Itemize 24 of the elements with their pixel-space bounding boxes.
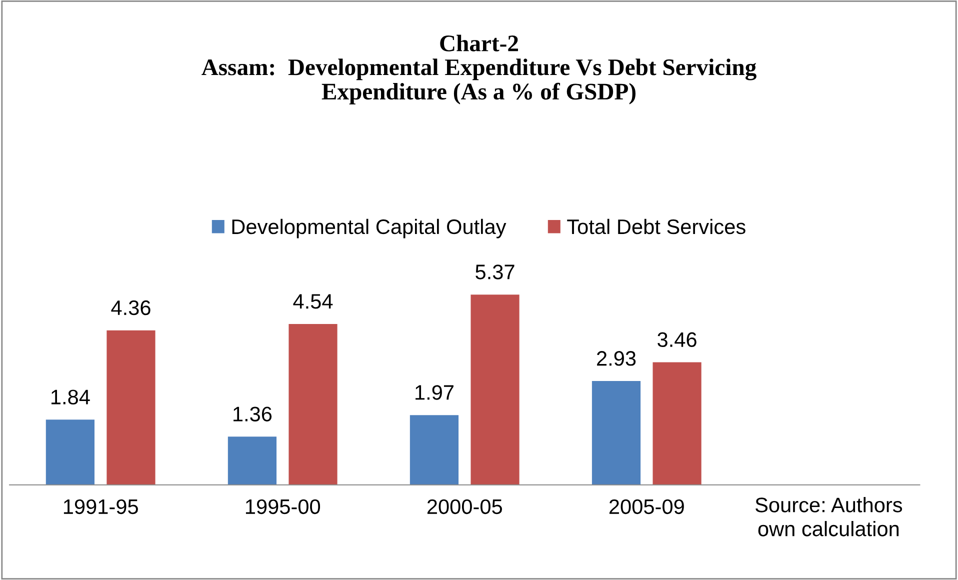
bar (46, 420, 94, 485)
data-label: 4.54 (293, 294, 333, 309)
bar (288, 324, 338, 485)
data-label: 1.36 (234, 406, 272, 422)
bar (106, 330, 156, 485)
data-label: 1.84 (52, 390, 90, 404)
bar (470, 294, 520, 485)
legend-label: Total Debt Services (567, 218, 746, 234)
data-label: 1.97 (416, 385, 454, 400)
x-tick-label: 1991-95 (64, 499, 138, 514)
chart-title: Chart-2 Assam: Developmental Expenditure Vs Debt Servicing Expenditure (As a % of GSDP) (202, 34, 756, 104)
bar (228, 436, 277, 485)
data-label: 5.37 (476, 264, 514, 280)
x-tick-label: 2000-05 (427, 499, 502, 514)
bar (652, 362, 702, 485)
data-label: 3.46 (658, 332, 696, 348)
bar (410, 415, 459, 485)
x-tick-label: 1995-00 (246, 499, 320, 514)
data-label: 4.36 (111, 300, 150, 316)
bar (592, 381, 641, 485)
data-label: 2.93 (597, 351, 636, 366)
source-note: Source: Authors own calculation (756, 497, 902, 536)
legend-label: Developmental Capital Outlay (232, 218, 506, 238)
x-tick-label: 2005-09 (609, 499, 684, 514)
